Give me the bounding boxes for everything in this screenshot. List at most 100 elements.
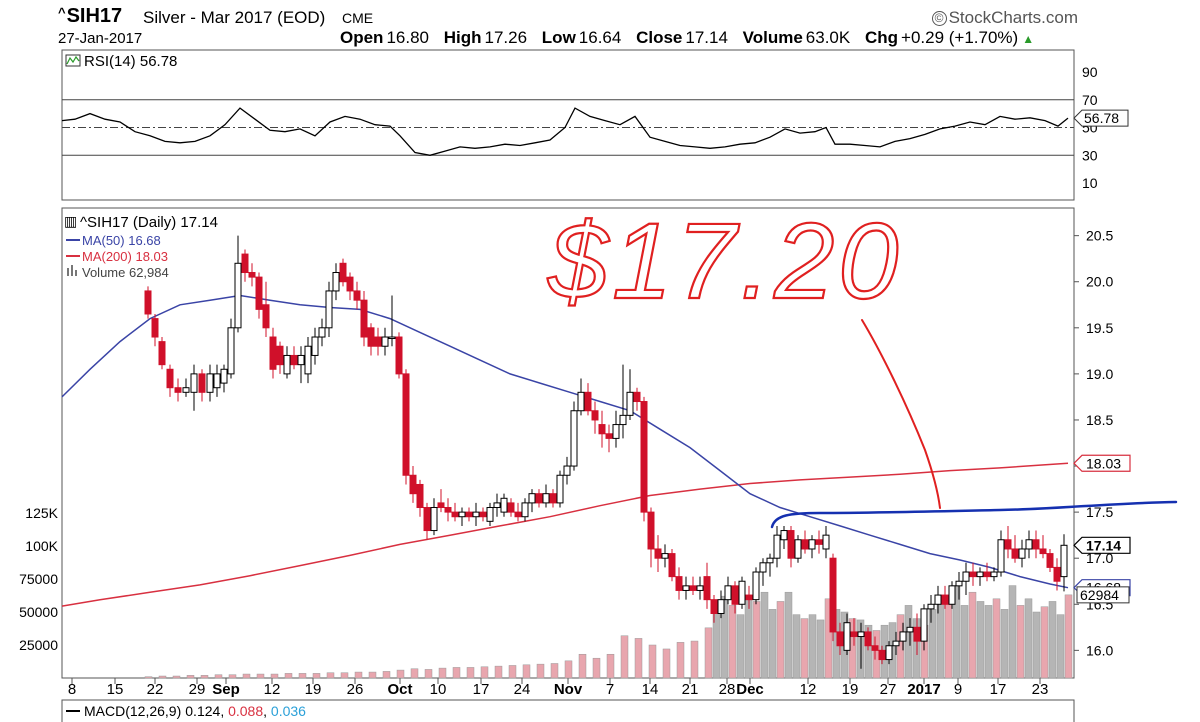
macd-signal-value: 0.088 [228, 703, 263, 719]
x-tick-label: Dec [736, 681, 764, 698]
candle-body [290, 354, 298, 366]
x-tick-label: Oct [387, 681, 412, 698]
candle-body [850, 631, 858, 638]
brand-logo[interactable]: © StockCharts.com [931, 8, 1078, 28]
candle-body [997, 539, 1005, 573]
volume-bar [1024, 598, 1033, 679]
volume-bar [564, 660, 573, 679]
rsi-tick-label: 30 [1082, 147, 1098, 163]
volume-bar [984, 605, 993, 679]
candle-body [332, 272, 340, 292]
open-label: Open [340, 28, 384, 47]
rsi-tick-label: 90 [1082, 64, 1098, 80]
close-label: Close [636, 28, 683, 47]
volume-bar [928, 609, 937, 679]
volume-tick-label: 100K [25, 538, 58, 554]
macd-label: MACD(12,26,9) 0.124, 0.088, 0.036 [84, 703, 306, 719]
candle-body [1046, 553, 1054, 568]
volume-bar [704, 627, 713, 679]
volume-tick-label: 50000 [19, 604, 58, 620]
candle-body [262, 304, 270, 329]
volume-bar [494, 665, 503, 679]
candle-body [416, 483, 424, 509]
candle-body [780, 530, 788, 541]
candle-body [577, 391, 585, 412]
open-value: 16.80 [386, 28, 429, 47]
volume-bar [1064, 594, 1073, 679]
volume-bar [752, 601, 761, 679]
rsi-panel-frame [61, 49, 1075, 201]
macd-value: 0.124 [185, 703, 220, 719]
candle-body [437, 502, 445, 509]
candle-body [801, 539, 809, 550]
resistance-line [770, 500, 1178, 529]
candle-body [174, 387, 182, 393]
volume-bar [992, 598, 1001, 679]
candle-body [402, 373, 410, 476]
candle-body [269, 336, 277, 370]
candle-body [857, 631, 865, 638]
candle-body [451, 511, 459, 518]
candle-body [190, 373, 198, 393]
candle-body [360, 299, 368, 338]
volume-bar [768, 609, 777, 679]
rsi-legend: RSI(14) 56.78 [65, 53, 177, 70]
candle-body [542, 493, 550, 504]
annotation-price-text: $17.20 [547, 200, 902, 321]
candle-body [570, 410, 578, 467]
x-tick-label: Nov [554, 681, 583, 698]
volume-bar [214, 674, 223, 679]
x-tick-label: 19 [305, 681, 322, 698]
volume-bar [760, 591, 769, 679]
x-tick-label: 15 [107, 681, 124, 698]
annotation-arrow [861, 319, 941, 509]
volume-bar [728, 605, 737, 679]
x-tick-label: 10 [430, 681, 447, 698]
candle-body [927, 603, 935, 610]
candle-body [976, 571, 984, 578]
volume-bar [648, 644, 657, 679]
candle-body [773, 534, 781, 559]
candle-body [675, 576, 683, 591]
candle-body [885, 645, 893, 661]
volume-bar [158, 675, 167, 679]
candle-body [710, 599, 718, 614]
x-tick-label: 8 [68, 681, 76, 698]
annotation-layer: $17.20 [546, 199, 1178, 529]
candle-body [311, 336, 319, 356]
candle-body [626, 391, 634, 416]
x-tick-label: 26 [347, 681, 364, 698]
volume-bar [784, 591, 793, 679]
candle-body [1025, 539, 1033, 550]
candle-body [528, 493, 536, 504]
candle-body [381, 336, 389, 347]
volume-bar [904, 605, 913, 679]
volume-bar [1016, 605, 1025, 679]
candle-body [444, 507, 452, 513]
volume-bar [620, 635, 629, 679]
ma200-tag-text: 18.03 [1086, 455, 1121, 471]
x-tick-label: Sep [212, 681, 240, 698]
candle-body [647, 511, 655, 550]
volume-tick-label: 125K [25, 505, 58, 521]
volume-bar [690, 640, 699, 679]
volume-bar [606, 653, 615, 679]
chart-header: ^SIH17 Silver - Mar 2017 (EOD) CME © Stoc… [0, 0, 1200, 50]
legend-volume-bar-3 [75, 270, 77, 276]
candle-body [766, 557, 774, 564]
candle-body [689, 585, 697, 591]
ticker-text: SIH17 [66, 5, 123, 27]
copyright-icon: © [931, 11, 947, 27]
rsi-legend-line [66, 55, 80, 65]
volume-bar [592, 657, 601, 679]
high-label: High [443, 28, 482, 47]
candle-body [955, 580, 963, 587]
candle-body [794, 539, 802, 559]
volume-bar [816, 619, 825, 679]
candle-body [339, 262, 347, 283]
legend-ma50: MA(50) 16.68 [82, 233, 161, 248]
legend-ma200: MA(200) 18.03 [82, 249, 168, 264]
volume-bar [1040, 606, 1049, 679]
